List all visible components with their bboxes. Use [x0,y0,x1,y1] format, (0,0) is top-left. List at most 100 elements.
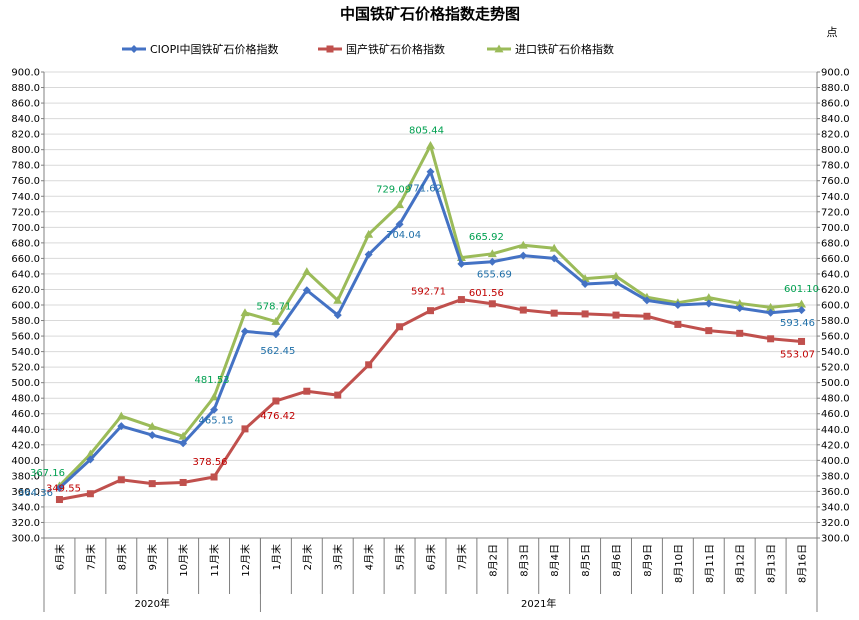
y-tick-label-right: 840.0 [821,114,850,125]
x-tick-label: 7月末 [84,544,97,570]
data-point [147,422,157,430]
data-point [426,167,435,176]
data-point [209,392,219,401]
data-point [116,411,126,420]
data-point [611,271,621,280]
data-point [612,311,620,319]
legend-item-2: 进口铁矿石价格指数 [487,42,614,56]
x-tick-label: 8月5日 [580,544,592,577]
data-point [210,473,218,481]
data-point [581,310,589,318]
y-tick-label-right: 900.0 [821,68,850,79]
data-point [797,306,806,315]
y-tick-label-right: 520.0 [821,363,850,374]
data-point [643,312,651,320]
data-point [488,300,496,308]
data-label: 665.92 [469,232,504,243]
data-point [333,311,342,320]
y-tick-label-left: 600.0 [11,301,40,312]
legend-label: 国产铁矿石价格指数 [346,42,445,56]
x-tick-label: 4月末 [363,544,376,570]
data-label: 592.71 [411,287,446,298]
data-point [178,431,188,440]
data-label: 476.42 [260,411,295,422]
data-point [550,309,558,317]
data-point [86,455,95,464]
y-tick-label-right: 760.0 [821,176,850,187]
y-tick-label-left: 460.0 [11,409,40,420]
y-tick-label-right: 480.0 [821,394,850,405]
y-tick-label-right: 680.0 [821,238,850,249]
y-tick-label-left: 580.0 [11,316,40,327]
data-label: 364.36 [18,488,53,499]
y-tick-label-right: 820.0 [821,130,850,141]
data-label: 349.55 [46,484,81,495]
x-tick-label: 5月末 [394,544,407,570]
y-tick-label-right: 880.0 [821,83,850,94]
y-tick-label-left: 860.0 [11,99,40,110]
data-point [518,240,528,249]
data-label: 378.56 [193,457,228,468]
data-point [241,425,249,433]
y-tick-label-left: 900.0 [11,68,40,79]
x-tick-label: 7月末 [455,544,468,570]
x-tick-label: 8月10日 [673,544,685,583]
y-tick-label-left: 500.0 [11,378,40,389]
x-tick-label: 8月6日 [611,544,623,577]
x-tick-label: 6月末 [53,544,66,570]
data-label: 481.53 [195,375,230,386]
y-tick-label-right: 580.0 [821,316,850,327]
y-tick-label-left: 720.0 [11,207,40,218]
data-point [396,323,404,331]
x-tick-label: 10月末 [177,544,190,577]
y-tick-label-left: 400.0 [11,456,40,467]
data-point [519,306,527,314]
data-label: 553.07 [780,349,815,360]
data-point [549,243,559,252]
data-label: 601.10 [784,284,819,295]
data-label: 729.09 [376,185,411,196]
legend-label: 进口铁矿石价格指数 [515,42,614,56]
data-point [767,335,775,343]
unit-label: 点 [827,26,838,39]
y-tick-label-right: 300.0 [821,534,850,545]
x-tick-label: 6月末 [425,544,438,570]
data-point [426,140,435,149]
x-tick-label: 8月9日 [642,544,654,577]
data-label: 367.16 [30,468,65,479]
data-point [427,307,434,315]
series-1 [55,296,806,504]
data-point [735,304,744,313]
axis-layer: 300.0 300.0 320.0 320.0 340.0 340.0 360.0 360.0… [11,68,850,612]
data-point [494,44,504,53]
legend: CIOPI中国铁矿石价格指数 国产铁矿石价格指数 进口铁矿石价格指数 [122,42,614,56]
data-point [674,320,682,328]
data-point [303,387,311,395]
y-tick-label-left: 440.0 [11,425,40,436]
data-point [798,337,806,345]
x-tick-label: 8月13日 [766,544,778,583]
data-point [364,250,373,259]
data-point [179,439,188,448]
data-point [333,295,343,304]
year-group-label: 2020年 [134,597,169,610]
data-point [704,293,714,301]
y-tick-label-left: 640.0 [11,269,40,280]
y-tick-label-right: 400.0 [821,456,850,467]
data-point [673,301,682,309]
data-label: 593.46 [780,318,815,329]
data-point [148,480,156,488]
x-tick-label: 11月末 [208,544,221,577]
data-point [581,280,590,289]
y-tick-label-right: 640.0 [821,269,850,280]
x-tick-label: 2月末 [301,544,314,570]
data-point [272,397,280,405]
y-tick-label-right: 560.0 [821,332,850,343]
data-point [705,327,713,335]
data-point [334,391,342,399]
data-label: 771.62 [407,184,442,195]
y-tick-label-left: 340.0 [11,502,40,513]
data-point [642,296,651,305]
